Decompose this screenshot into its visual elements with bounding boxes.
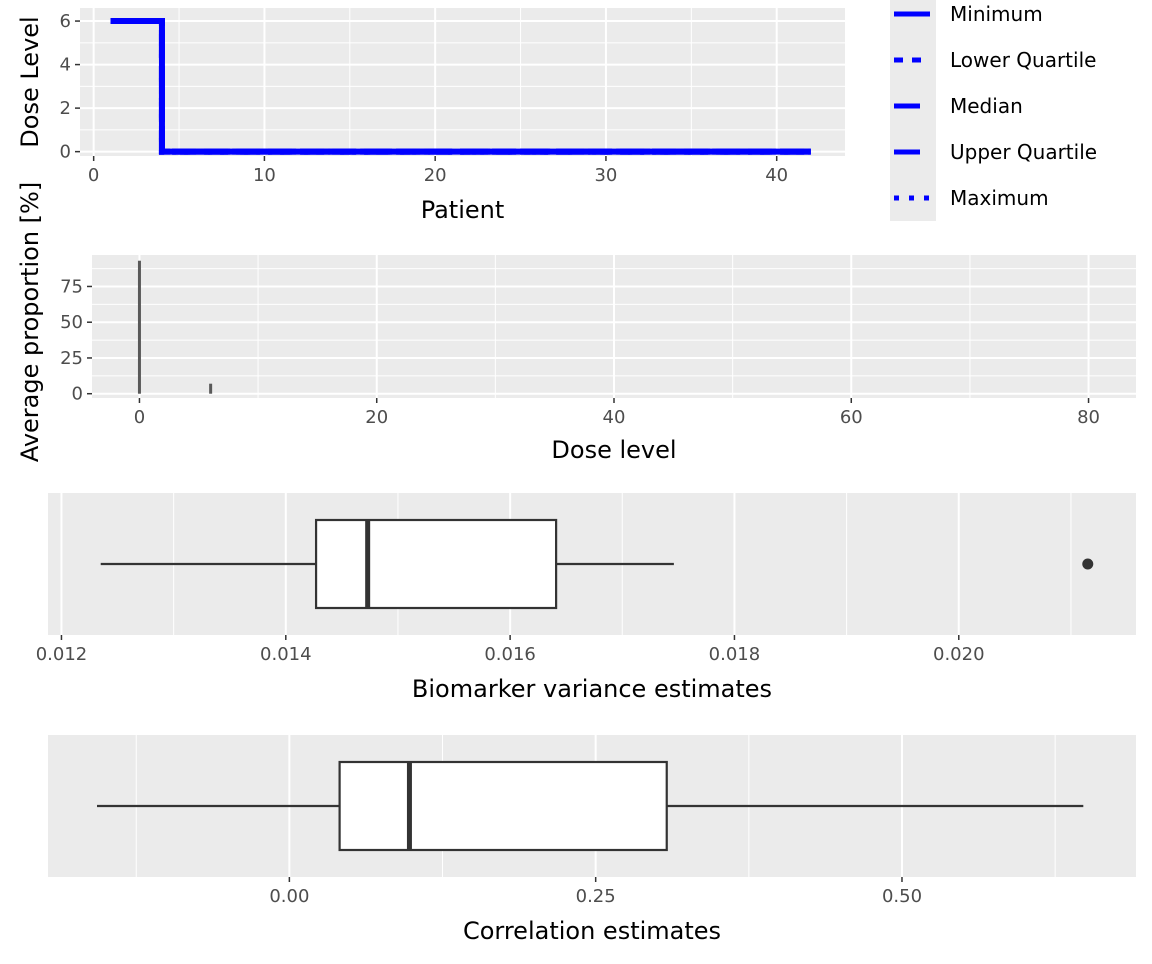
x-axis-title: Correlation estimates xyxy=(463,917,721,945)
x-tick-label: 0 xyxy=(88,165,99,186)
legend-label: Lower Quartile xyxy=(950,48,1096,72)
x-tick-label: 60 xyxy=(840,407,863,428)
panel-background xyxy=(80,8,845,156)
legend-label: Maximum xyxy=(950,186,1049,210)
x-tick-label: 0.00 xyxy=(269,886,309,907)
dose-proportion-panel: 0 20 40 60 80 0 25 50 75 Dose level xyxy=(60,255,1136,464)
x-tick-label: 10 xyxy=(253,165,276,186)
y-tick-label: 25 xyxy=(60,348,83,369)
x-tick-label: 0.014 xyxy=(260,644,312,665)
bar xyxy=(209,383,213,394)
x-tick-label: 0.016 xyxy=(484,644,536,665)
legend-key-background xyxy=(890,0,936,221)
bar xyxy=(137,260,141,394)
y-axis-title-average-proportion: Average proportion [%] xyxy=(16,182,44,462)
y-tick-label: 50 xyxy=(60,312,83,333)
y-tick-label: 0 xyxy=(60,142,71,163)
correlation-panel: 0.00 0.25 0.50 Correlation estimates xyxy=(48,735,1136,945)
legend-label: Minimum xyxy=(950,2,1043,26)
x-axis-title: Dose level xyxy=(551,436,676,464)
x-axis-title: Biomarker variance estimates xyxy=(412,675,772,703)
y-tick-label: 2 xyxy=(60,98,71,119)
legend-label: Median xyxy=(950,94,1023,118)
y-axis-title-dose-level: Dose Level xyxy=(16,16,44,147)
x-tick-label: 20 xyxy=(424,165,447,186)
x-tick-label: 0.25 xyxy=(576,886,616,907)
legend: Minimum Lower Quartile Median Upper Quartil… xyxy=(890,0,1097,221)
x-tick-label: 80 xyxy=(1077,407,1100,428)
y-tick-label: 0 xyxy=(72,384,83,405)
biomarker-variance-panel: 0.012 0.014 0.016 0.018 0.020 Biomarker varia… xyxy=(36,493,1136,703)
x-tick-label: 40 xyxy=(765,165,788,186)
outlier-point xyxy=(1082,558,1094,570)
y-tick-label: 6 xyxy=(60,11,71,32)
dose-level-panel: 0 10 20 30 40 0 2 4 6 Patient xyxy=(60,8,845,224)
x-tick-label: 20 xyxy=(365,407,388,428)
x-tick-label: 0.020 xyxy=(933,644,985,665)
y-tick-label: 75 xyxy=(60,276,83,297)
legend-label: Upper Quartile xyxy=(950,140,1097,164)
x-axis-title: Patient xyxy=(421,196,505,224)
box-iqr xyxy=(314,518,558,610)
x-tick-label: 0 xyxy=(134,407,145,428)
x-tick-label: 0.018 xyxy=(709,644,761,665)
series-line-maximum xyxy=(110,18,811,155)
x-tick-label: 40 xyxy=(603,407,626,428)
x-tick-label: 30 xyxy=(594,165,617,186)
x-tick-label: 0.50 xyxy=(882,886,922,907)
box-iqr xyxy=(338,760,668,852)
x-tick-label: 0.012 xyxy=(36,644,88,665)
y-tick-label: 4 xyxy=(60,55,71,76)
